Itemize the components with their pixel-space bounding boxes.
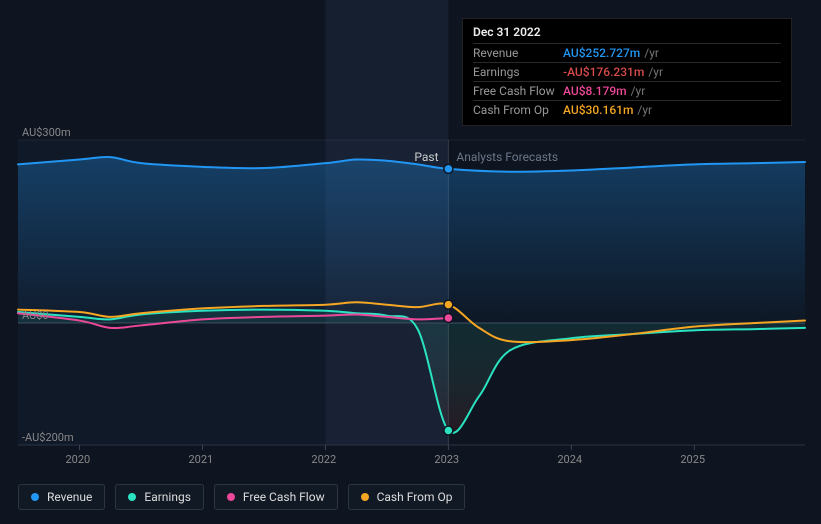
legend-item-earnings[interactable]: Earnings: [115, 484, 204, 510]
x-tick-label: 2023: [434, 453, 459, 466]
x-tick-label: 2025: [680, 453, 705, 466]
legend-item-label: Revenue: [47, 490, 92, 504]
earnings-forecast-chart: AU$300m AU$0 -AU$200m 2020 2021 2022 2023 2024…: [0, 0, 821, 524]
tooltip-row-label: Earnings: [473, 65, 563, 79]
legend-dot-icon: [361, 493, 369, 501]
x-tick-label: 2024: [557, 453, 582, 466]
legend-item-label: Earnings: [144, 490, 191, 504]
tooltip-row-unit: /yr: [631, 84, 646, 98]
tooltip-row: Cash From OpAU$30.161m/yr: [473, 100, 781, 119]
y-tick-label: -AU$200m: [22, 431, 74, 444]
x-tick-label: 2021: [188, 453, 213, 466]
legend-item-cash-from-op[interactable]: Cash From Op: [348, 484, 466, 510]
legend-dot-icon: [128, 493, 136, 501]
tooltip-row: Free Cash FlowAU$8.179m/yr: [473, 81, 781, 100]
tooltip-row-unit: /yr: [644, 46, 659, 60]
x-tick-label: 2022: [311, 453, 336, 466]
tooltip-row-label: Revenue: [473, 46, 563, 60]
data-tooltip: Dec 31 2022 RevenueAU$252.727m/yrEarning…: [462, 18, 792, 126]
legend-item-label: Free Cash Flow: [243, 490, 325, 504]
tooltip-row-label: Free Cash Flow: [473, 84, 563, 98]
legend-item-label: Cash From Op: [377, 490, 453, 504]
x-tick-label: 2020: [65, 453, 90, 466]
tooltip-row: RevenueAU$252.727m/yr: [473, 43, 781, 62]
y-tick-label: AU$300m: [22, 126, 71, 139]
tooltip-row-value: AU$30.161m: [563, 103, 633, 117]
forecast-label: Analysts Forecasts: [456, 150, 558, 164]
tooltip-row-value: AU$8.179m: [563, 84, 627, 98]
legend-item-free-cash-flow[interactable]: Free Cash Flow: [214, 484, 338, 510]
past-label: Past: [414, 150, 438, 164]
legend-item-revenue[interactable]: Revenue: [18, 484, 105, 510]
legend-dot-icon: [31, 493, 39, 501]
tooltip-row-value: AU$252.727m: [563, 46, 640, 60]
tooltip-row-label: Cash From Op: [473, 103, 563, 117]
tooltip-row-value: -AU$176.231m: [563, 65, 644, 79]
tooltip-row-unit: /yr: [648, 65, 663, 79]
legend-dot-icon: [227, 493, 235, 501]
tooltip-row-unit: /yr: [637, 103, 652, 117]
chart-legend: Revenue Earnings Free Cash Flow Cash From O…: [18, 484, 465, 510]
tooltip-date: Dec 31 2022: [473, 25, 781, 43]
tooltip-row: Earnings-AU$176.231m/yr: [473, 62, 781, 81]
y-tick-label: AU$0: [22, 309, 49, 322]
